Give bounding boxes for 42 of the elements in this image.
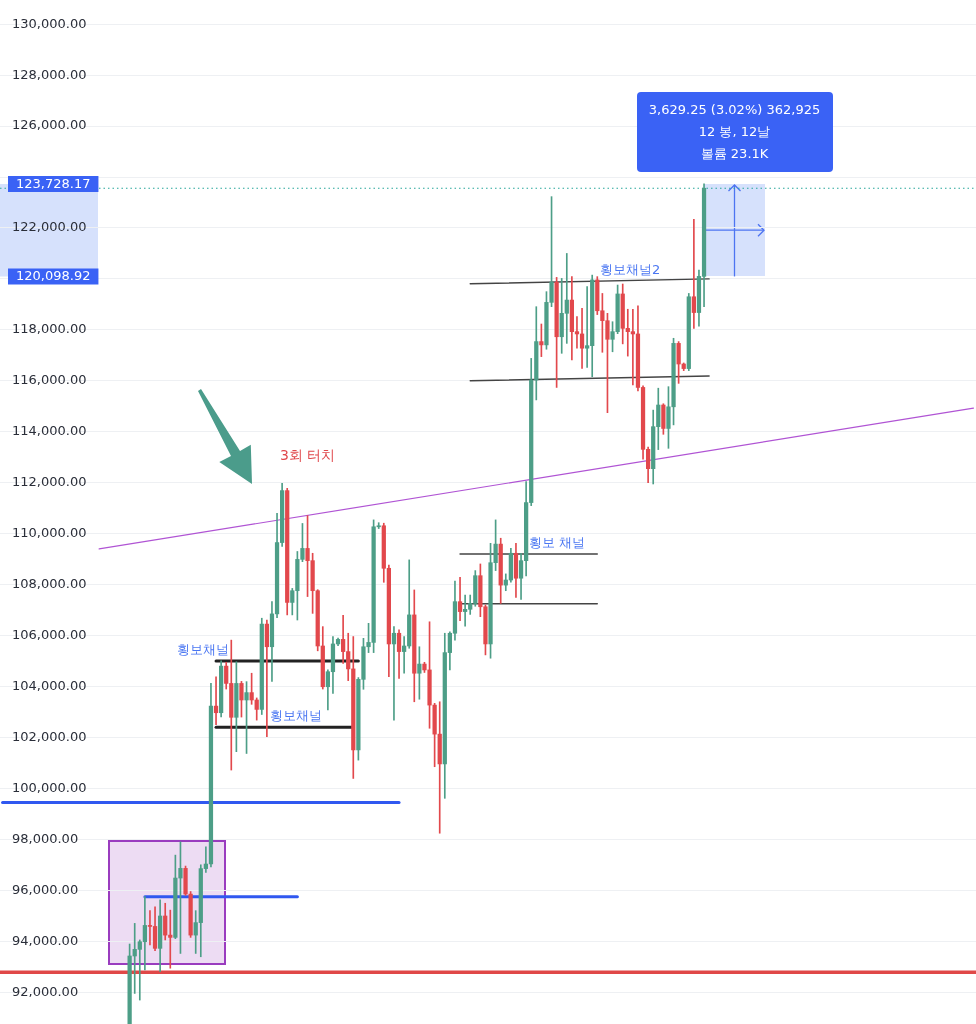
y-tick-label: 100,000.00 [12, 779, 87, 795]
candlestick [147, 910, 153, 946]
y-tick-label: 130,000.00 [12, 15, 87, 31]
annotation: 12 봉, 12날 [697, 122, 772, 141]
candlestick [457, 576, 463, 622]
candlestick [564, 253, 569, 344]
candlestick [391, 626, 397, 721]
candlestick [213, 676, 219, 726]
y-tick-label: 108,000.00 [12, 575, 87, 591]
y-tick-label: 94,000.00 [12, 932, 79, 948]
y-tick-label: 126,000.00 [12, 117, 87, 133]
y-tick-label: 118,000.00 [12, 321, 87, 337]
y-tick-label: 122,000.00 [12, 219, 87, 235]
info-box: 3,629.25 (3.02%) 362,925 12 봉, 12날 볼륨 23.1K [636, 91, 833, 172]
candlestick [142, 896, 148, 971]
candlestick [264, 619, 270, 737]
annotation: 123,728.17 [16, 175, 91, 191]
candlestick [463, 594, 468, 627]
annotation: 볼륨 23.1K [699, 144, 770, 163]
y-tick-label: 106,000.00 [12, 626, 87, 642]
candlestick [579, 307, 585, 369]
candlestick [168, 909, 173, 969]
y-tick-label: 116,000.00 [12, 372, 87, 388]
annotation: 3회 터치 [280, 446, 336, 464]
y-tick-label: 110,000.00 [12, 525, 87, 541]
y-tick-label: 96,000.00 [12, 881, 79, 897]
series-label: 횡보채널 [176, 642, 229, 658]
series-label: 횡보 채널 [528, 535, 585, 551]
y-tick-label: 92,000.00 [12, 983, 79, 999]
candlestick [437, 701, 442, 834]
y-tick-label: 114,000.00 [12, 423, 87, 439]
y-tick-label: 128,000.00 [12, 66, 87, 82]
annotation: 120,098.92 [16, 268, 91, 284]
y-tick-label: 98,000.00 [12, 830, 79, 846]
candlestick [691, 218, 697, 329]
y-tick-label: 112,000.00 [12, 474, 87, 490]
annotation: 3,629.25 (3.02%) 362,925 [647, 100, 822, 119]
series-label: 횡보채널 [269, 708, 322, 724]
series-label: 횡보채널2 [600, 262, 661, 278]
y-tick-label: 104,000.00 [12, 677, 87, 693]
y-tick-label: 102,000.00 [12, 728, 87, 744]
candlestick [630, 308, 636, 386]
